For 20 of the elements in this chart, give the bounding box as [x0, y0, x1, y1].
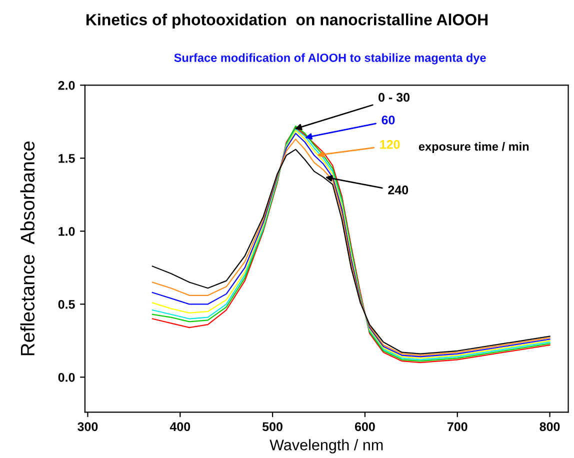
y-tick-label: 0.0 [58, 372, 75, 382]
x-tick-label: 500 [262, 422, 282, 432]
y-tick-label: 2.0 [58, 80, 75, 90]
y-tick-label: 0.5 [58, 300, 75, 309]
chart-title: Kinetics of photooxidation on nanocristalline AlOOH [86, 14, 488, 29]
x-axis-title: Wavelength / nm [270, 439, 383, 454]
annotation: 120 [380, 140, 400, 149]
x-tick-label: 800 [540, 422, 560, 432]
annotation: exposure time / min [418, 142, 529, 154]
x-tick-label: 700 [447, 422, 468, 432]
chart-subtitle: Surface modification of AlOOH to stabilize magenta dye [174, 53, 486, 64]
y-axis-title: Reflectance Absorbance [20, 141, 35, 356]
y-tick-label: 1.0 [58, 226, 75, 236]
x-tick-label: 300 [78, 422, 98, 432]
x-tick-label: 400 [170, 422, 190, 432]
annotation: 0 - 30 [378, 92, 410, 102]
annotation: 240 [388, 186, 408, 194]
annotation: 60 [382, 116, 395, 124]
x-tick-label: 600 [354, 422, 375, 432]
y-tick-label: 1.5 [58, 154, 75, 163]
